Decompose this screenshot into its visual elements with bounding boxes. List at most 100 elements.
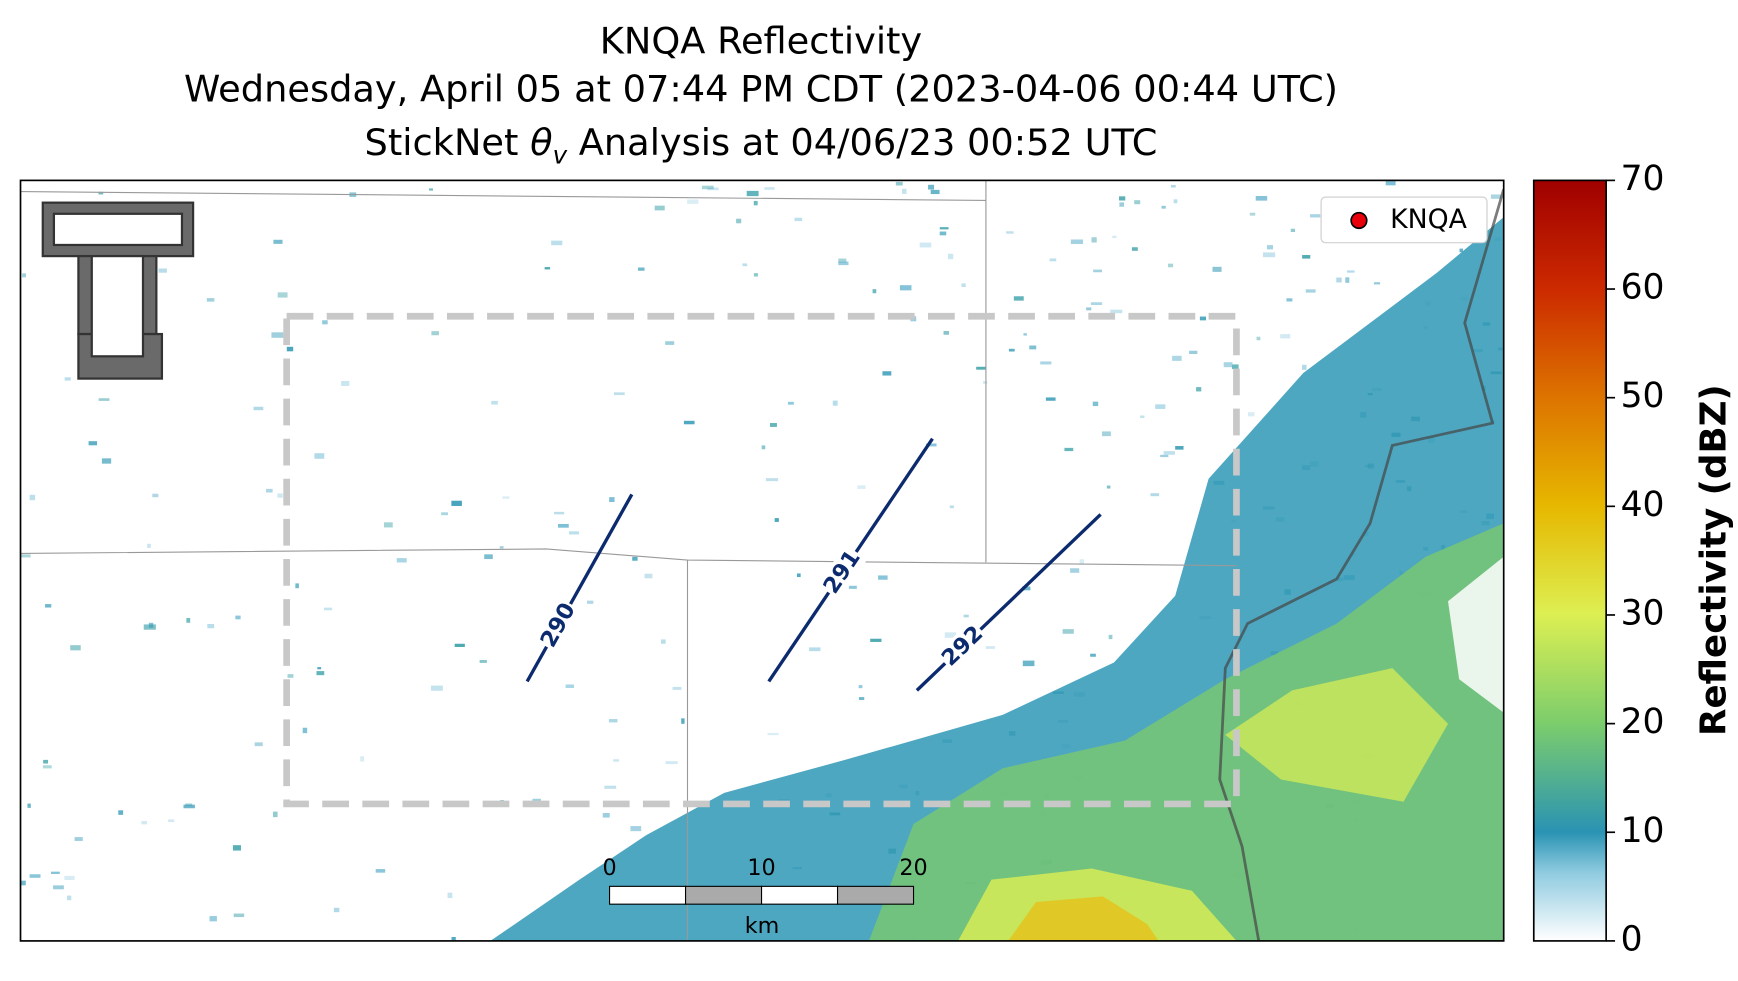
speckle (858, 697, 865, 700)
speckle (872, 289, 877, 294)
speckle (1045, 397, 1056, 401)
speckle (429, 188, 434, 191)
scale-bar: 0 10 20 km (602, 855, 927, 939)
contour-label-bg (534, 597, 583, 654)
speckle (1086, 307, 1092, 311)
speckle (882, 371, 892, 376)
speckle (1040, 361, 1052, 365)
speckle (765, 478, 779, 482)
speckle (1079, 559, 1084, 565)
speckle (736, 218, 742, 224)
speckle (1102, 431, 1111, 437)
speckle (254, 742, 263, 747)
speckle (431, 331, 439, 336)
speckle (665, 761, 678, 765)
speckle (42, 765, 52, 769)
speckle (502, 496, 510, 499)
speckle (451, 500, 462, 506)
speckle (1345, 277, 1350, 283)
speckle (832, 400, 838, 406)
speckle (360, 756, 364, 762)
speckle (1134, 200, 1141, 205)
speckle (1119, 202, 1125, 207)
scale-unit: km (745, 913, 780, 939)
speckle (451, 936, 456, 941)
speckle (614, 392, 625, 396)
speckle (1199, 316, 1207, 321)
speckle (286, 346, 294, 352)
speckle (70, 645, 81, 651)
speckle (1247, 412, 1255, 417)
speckle (1110, 309, 1123, 314)
speckle (767, 732, 779, 736)
speckle (341, 380, 350, 386)
speckle (672, 686, 682, 690)
speckle (654, 205, 665, 211)
speckle (479, 660, 487, 663)
speckle (148, 622, 154, 628)
speckle (1119, 196, 1126, 201)
speckle (396, 558, 407, 563)
speckle (1140, 415, 1145, 419)
speckle (74, 837, 83, 841)
speckle (20, 554, 31, 558)
speckle (1023, 333, 1027, 336)
speckle (317, 667, 322, 670)
speckle (1064, 447, 1074, 452)
speckle (1305, 289, 1316, 293)
speckle (1093, 269, 1103, 273)
scale-segment (684, 885, 763, 905)
speckle (1336, 277, 1342, 283)
speckle (609, 497, 615, 503)
reflectivity-mid (869, 523, 1504, 941)
speckle (949, 505, 955, 509)
speckle (147, 543, 151, 548)
speckle (277, 292, 288, 298)
speckle (1170, 185, 1176, 188)
speckle (794, 217, 803, 222)
speckle (1006, 231, 1014, 234)
speckle (983, 381, 988, 384)
speckle (1262, 252, 1276, 258)
analysis-title: StickNet θv Analysis at 04/06/23 00:52 U… (365, 121, 1158, 170)
colorbar (1532, 179, 1607, 942)
speckle (152, 493, 159, 498)
speckle (565, 684, 575, 689)
scale-segment (836, 885, 915, 905)
speckle (1090, 653, 1096, 657)
speckle (630, 826, 642, 832)
speckle (943, 331, 950, 335)
speckle (753, 273, 758, 277)
speckle (484, 554, 493, 560)
speckle (1459, 248, 1464, 253)
speckle (287, 674, 294, 678)
speckle (878, 575, 888, 580)
speckle (1049, 258, 1057, 262)
speckle (939, 231, 947, 236)
speckle (838, 258, 847, 263)
speckle (273, 239, 283, 244)
ttu-logo (41, 201, 195, 380)
speckle (608, 719, 618, 723)
speckle (683, 420, 695, 425)
speckle (1008, 348, 1015, 352)
speckle (1163, 451, 1175, 455)
speckle (1172, 355, 1182, 361)
speckle (51, 871, 60, 874)
speckle (88, 441, 98, 446)
radar-clear-zone (1448, 556, 1504, 713)
speckle (944, 632, 957, 638)
speckle (587, 600, 594, 604)
legend-marker (1350, 211, 1368, 230)
speckle (1062, 629, 1074, 634)
speckle (985, 646, 995, 649)
colorbar-ticks: 0 10 20 30 40 50 60 70 (1606, 159, 1665, 959)
speckle (101, 458, 112, 464)
contour-label-bg (935, 619, 990, 673)
speckle (27, 803, 31, 808)
speckle (232, 845, 241, 851)
speckle (687, 199, 699, 204)
speckle (1029, 345, 1037, 350)
speckle (206, 298, 215, 302)
